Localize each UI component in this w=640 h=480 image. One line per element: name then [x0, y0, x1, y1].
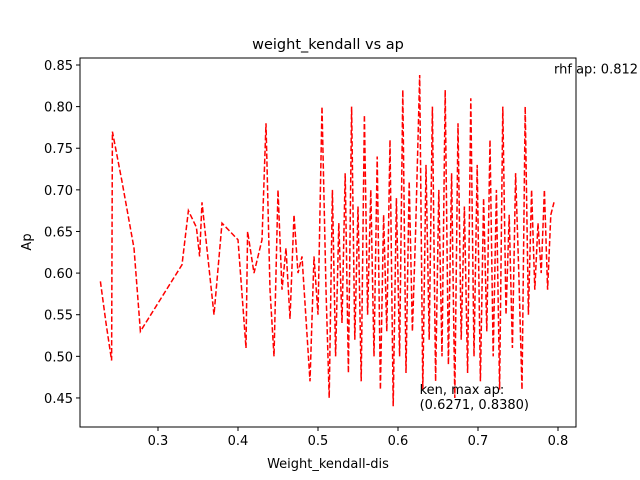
y-tick-label: 0.70: [44, 184, 73, 199]
data-line: [99, 74, 555, 407]
annotation: ken, max ap:: [420, 383, 505, 398]
x-axis-label: Weight_kendall-dis: [267, 457, 389, 472]
x-tick-label: 0.7: [468, 434, 489, 449]
annotation: rhf ap: 0.812: [554, 62, 638, 77]
y-tick-label: 0.85: [44, 59, 73, 74]
y-tick-label: 0.75: [44, 142, 73, 157]
y-axis-label: Ap: [20, 233, 35, 250]
x-tick-label: 0.6: [388, 434, 409, 449]
y-tick-label: 0.65: [44, 225, 73, 240]
axes-frame: [79, 57, 577, 428]
y-tick-label: 0.55: [44, 309, 73, 324]
y-tick-label: 0.50: [44, 350, 73, 365]
y-tick-label: 0.45: [44, 392, 73, 407]
y-tick-label: 0.80: [44, 101, 73, 116]
x-tick-label: 0.5: [308, 434, 329, 449]
x-tick-label: 0.8: [548, 434, 569, 449]
annotation: (0.6271, 0.8380): [420, 398, 529, 413]
x-tick-label: 0.4: [228, 434, 249, 449]
plot-area: [99, 74, 555, 407]
chart-title: weight_kendall vs ap: [252, 37, 404, 53]
x-tick-label: 0.3: [148, 434, 169, 449]
y-tick-label: 0.60: [44, 267, 73, 282]
